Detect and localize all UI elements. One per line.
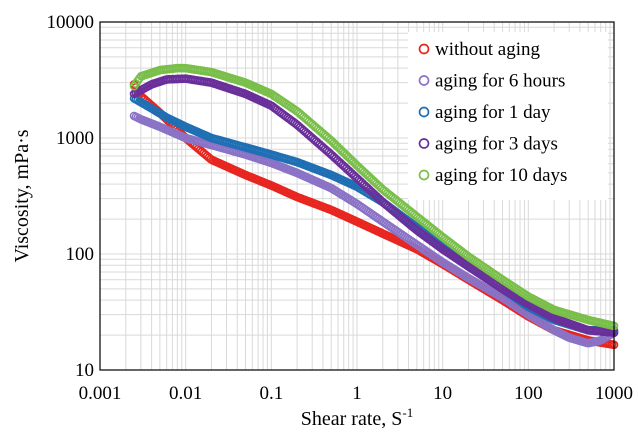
legend-label: without aging [435, 39, 541, 60]
x-axis-title-superscript: -1 [402, 405, 413, 420]
y-tick-labels: 10 100 1000 10000 [47, 12, 95, 381]
legend: without aging aging for 6 hours aging for … [408, 32, 608, 200]
x-tick-label: 0.01 [169, 383, 202, 404]
legend-background [408, 32, 608, 200]
legend-marker [418, 106, 430, 118]
legend-marker [418, 43, 430, 55]
x-tick-label: 0.1 [259, 383, 283, 404]
plot-frame [99, 21, 615, 371]
y-tick-label: 100 [66, 244, 95, 265]
series-5 [129, 63, 619, 331]
legend-label: aging for 10 days [435, 165, 567, 186]
x-tick-labels: 0.001 0.01 0.1 1 10 100 1000 [79, 383, 633, 404]
y-tick-label: 10 [75, 360, 94, 381]
x-tick-label: 10 [433, 383, 452, 404]
y-axis-title: Viscosity, mPa·s [11, 129, 33, 262]
legend-label: aging for 3 days [435, 134, 558, 155]
x-axis-title-text: Shear rate, S [301, 408, 403, 430]
series-layer [129, 63, 619, 350]
x-tick-label: 1 [352, 383, 362, 404]
legend-marker [418, 75, 430, 86]
x-tick-label: 1000 [595, 383, 633, 404]
x-tick-label: 100 [514, 383, 543, 404]
y-tick-label: 10000 [47, 12, 95, 33]
series-2 [129, 111, 619, 348]
y-tick-label: 1000 [56, 128, 94, 149]
x-axis-title: Shear rate, S-1 [301, 405, 413, 430]
series-4 [129, 74, 619, 337]
legend-label: aging for 1 day [435, 102, 551, 123]
legend-label: aging for 6 hours [435, 71, 565, 92]
x-tick-label: 0.001 [79, 383, 122, 404]
legend-marker [418, 169, 430, 181]
legend-marker [418, 138, 430, 149]
